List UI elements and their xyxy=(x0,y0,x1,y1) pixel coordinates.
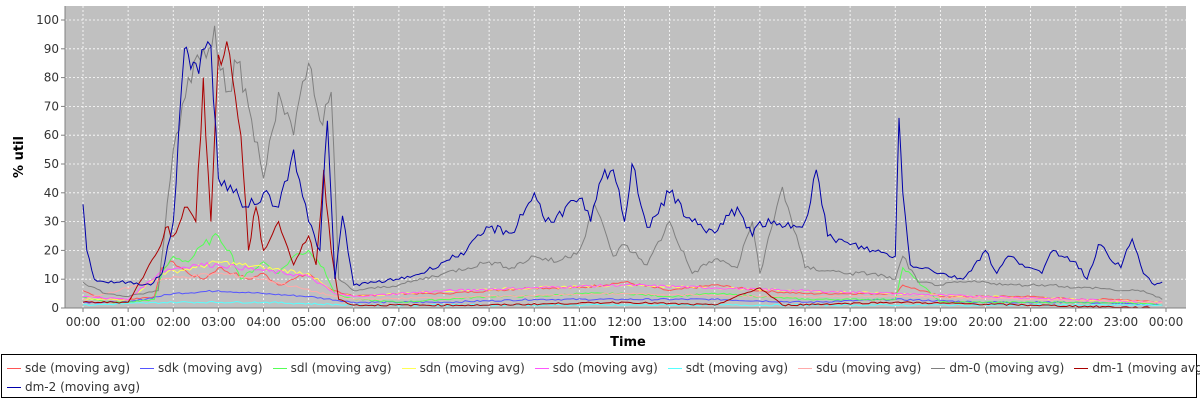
y-tick-label: 60 xyxy=(44,128,59,142)
axes xyxy=(64,6,1186,309)
legend-row: sde (moving avg) sdk (moving avg) sdl (mov… xyxy=(7,359,1200,377)
x-tick-label: 05:00 xyxy=(291,315,326,329)
y-axis-title: % util xyxy=(12,136,27,178)
x-tick-label: 02:00 xyxy=(156,315,191,329)
legend-label: dm-0 (moving avg) xyxy=(949,361,1065,375)
legend-swatch xyxy=(931,367,946,369)
legend-label: sdl (moving avg) xyxy=(290,361,392,375)
series-line-4 xyxy=(82,261,1163,304)
x-tick-label: 03:00 xyxy=(201,315,236,329)
x-tick-label: 21:00 xyxy=(1013,315,1048,329)
series-line-6 xyxy=(82,272,1163,304)
x-tick-label: 14:00 xyxy=(697,315,732,329)
x-tick-label: 23:00 xyxy=(1104,315,1139,329)
legend-label: dm-2 (moving avg) xyxy=(25,380,141,394)
legend-item: sde (moving avg) xyxy=(7,361,130,375)
legend-item: sdu (moving avg) xyxy=(798,361,921,375)
x-tick-label: 08:00 xyxy=(427,315,462,329)
legend-swatch xyxy=(798,367,813,369)
x-tick-label: 13:00 xyxy=(652,315,687,329)
x-tick-label: 01:00 xyxy=(111,315,146,329)
x-axis-title: Time xyxy=(610,335,646,350)
plot-background xyxy=(65,6,1186,308)
legend-item: sdk (moving avg) xyxy=(140,361,263,375)
legend-label: sde (moving avg) xyxy=(25,361,131,375)
legend-swatch xyxy=(7,386,21,388)
y-tick-label: 40 xyxy=(44,186,59,200)
legend-item: dm-2 (moving avg) xyxy=(7,380,140,394)
line-chart: 0 10 20 30 40 50 60 70 80 90 100 00:00 01:00 02:00 03… xyxy=(12,6,1186,350)
legend-label: sdn (moving avg) xyxy=(419,361,525,375)
y-tick-label: 90 xyxy=(44,42,59,56)
legend-swatch xyxy=(272,367,287,369)
legend-swatch xyxy=(140,367,155,369)
legend-swatch xyxy=(534,367,549,369)
grid xyxy=(65,6,1186,308)
x-tick-label: 00:00 xyxy=(66,315,101,329)
legend-item: sdn (moving avg) xyxy=(401,361,525,375)
legend-item: sdl (moving avg) xyxy=(272,361,392,375)
x-tick-label: 19:00 xyxy=(923,315,958,329)
legend-label: sdu (moving avg) xyxy=(816,361,922,375)
y-ticks: 0 10 20 30 40 50 60 70 80 90 100 xyxy=(36,13,65,315)
x-tick-label: 00:00 xyxy=(1149,315,1184,329)
x-tick-label: 09:00 xyxy=(472,315,507,329)
legend: sde (moving avg) sdk (moving avg) sdl (mov… xyxy=(1,354,1200,398)
x-tick-label: 10:00 xyxy=(517,315,552,329)
y-tick-label: 0 xyxy=(51,301,59,315)
legend-label: sdt (moving avg) xyxy=(685,361,789,375)
legend-label: dm-1 (moving avg) xyxy=(1092,361,1200,375)
legend-swatch xyxy=(1074,367,1089,369)
legend-item: sdo (moving avg) xyxy=(534,361,658,375)
legend-item: sdt (moving avg) xyxy=(667,361,789,375)
x-tick-label: 07:00 xyxy=(382,315,417,329)
y-tick-label: 80 xyxy=(44,71,59,85)
x-tick-label: 20:00 xyxy=(968,315,1003,329)
x-tick-label: 16:00 xyxy=(788,315,823,329)
y-tick-label: 50 xyxy=(44,157,59,171)
x-tick-label: 12:00 xyxy=(607,315,642,329)
legend-item: dm-1 (moving avg) xyxy=(1074,361,1200,375)
legend-label: sdo (moving avg) xyxy=(552,361,658,375)
legend-item: dm-0 (moving avg) xyxy=(931,361,1064,375)
x-tick-label: 15:00 xyxy=(743,315,778,329)
y-tick-label: 20 xyxy=(44,243,59,257)
x-tick-label: 22:00 xyxy=(1058,315,1093,329)
x-tick-label: 18:00 xyxy=(878,315,913,329)
y-tick-label: 10 xyxy=(44,272,59,286)
x-tick-label: 17:00 xyxy=(833,315,868,329)
x-ticks: 00:00 01:00 02:00 03:00 04:00 05:00 06:00 07:00… xyxy=(66,308,1184,329)
series-line-8 xyxy=(82,41,1163,309)
x-tick-label: 04:00 xyxy=(246,315,281,329)
legend-row: dm-2 (moving avg) xyxy=(7,378,150,396)
legend-swatch xyxy=(7,367,21,369)
legend-swatch xyxy=(401,367,416,369)
x-tick-label: 11:00 xyxy=(562,315,597,329)
y-tick-label: 70 xyxy=(44,99,59,113)
series-line-7 xyxy=(82,25,1163,300)
legend-label: sdk (moving avg) xyxy=(158,361,263,375)
series-line-9 xyxy=(82,40,1163,287)
y-tick-label: 100 xyxy=(36,13,59,27)
y-tick-label: 30 xyxy=(44,215,59,229)
legend-swatch xyxy=(667,367,682,369)
x-tick-label: 06:00 xyxy=(336,315,371,329)
series-lines xyxy=(82,25,1163,309)
